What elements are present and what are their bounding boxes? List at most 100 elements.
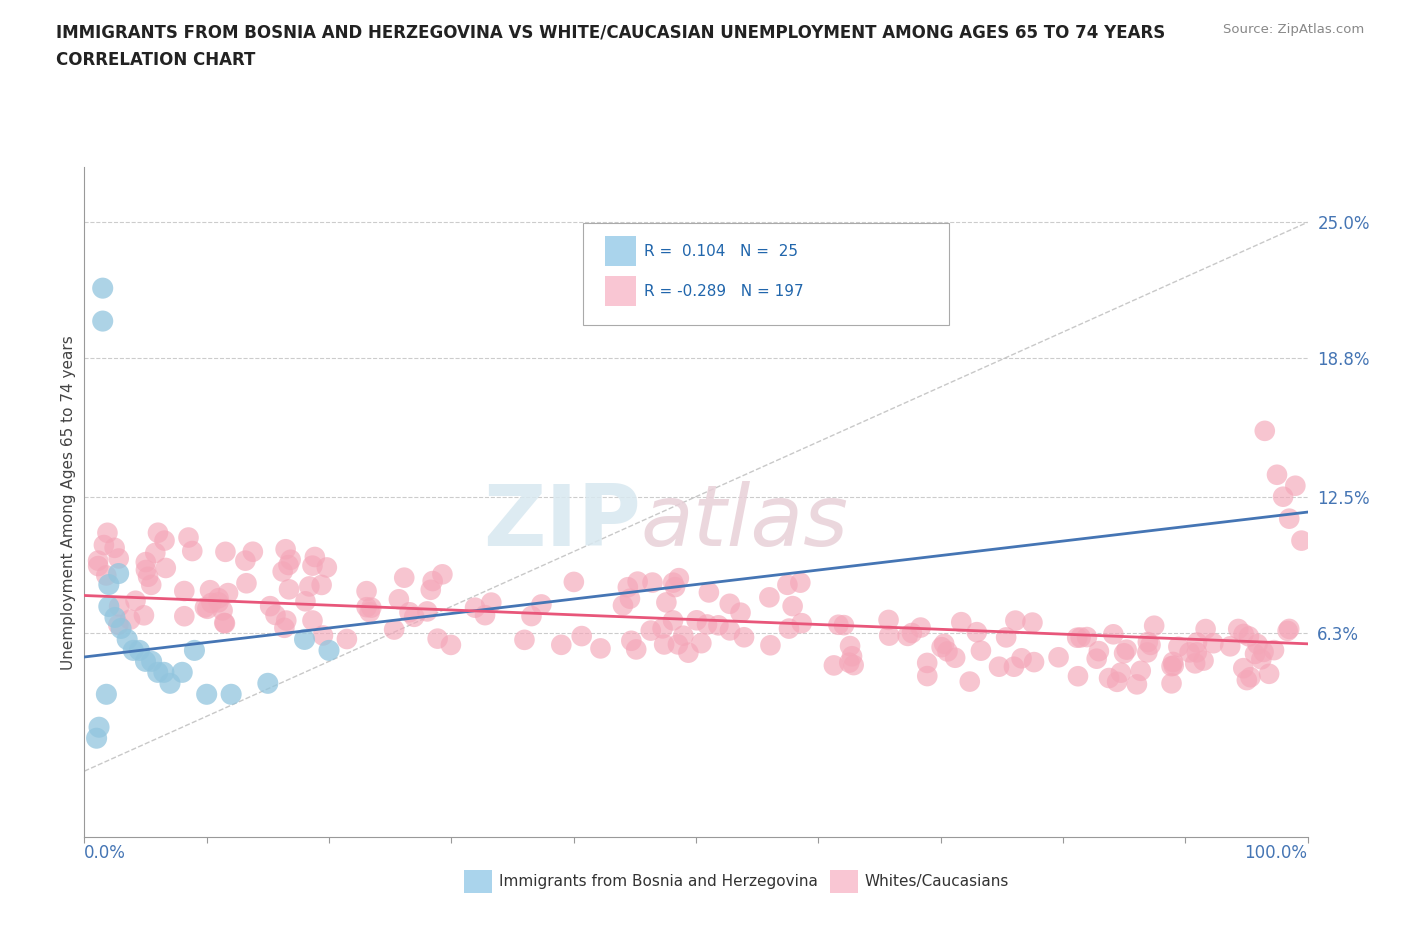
Point xyxy=(778,621,800,636)
Point xyxy=(394,570,416,585)
Text: Whites/Caucasians: Whites/Caucasians xyxy=(865,874,1010,889)
Point xyxy=(1192,653,1215,668)
Point xyxy=(1066,631,1088,645)
Point xyxy=(294,632,316,647)
Point xyxy=(200,595,222,610)
Point xyxy=(107,551,129,566)
Point xyxy=(1253,644,1275,659)
Point xyxy=(318,643,340,658)
Point xyxy=(1126,677,1149,692)
Point xyxy=(217,586,239,601)
Text: Immigrants from Bosnia and Herzegovina: Immigrants from Bosnia and Herzegovina xyxy=(499,874,818,889)
Point xyxy=(664,579,686,594)
Point xyxy=(1239,670,1261,684)
Point xyxy=(1161,655,1184,670)
Point xyxy=(1022,655,1045,670)
Point xyxy=(115,632,138,647)
Point xyxy=(655,595,678,610)
Point xyxy=(943,650,966,665)
Point xyxy=(146,665,169,680)
Point xyxy=(315,560,337,575)
Point xyxy=(915,656,938,671)
Point xyxy=(219,687,242,702)
Point xyxy=(1136,634,1159,649)
Point xyxy=(1109,665,1132,680)
Point xyxy=(1002,659,1025,674)
Point xyxy=(832,618,855,632)
Point xyxy=(96,687,118,702)
Point xyxy=(641,575,664,590)
Point xyxy=(827,618,849,632)
Point xyxy=(1098,671,1121,685)
Point xyxy=(823,658,845,672)
Point xyxy=(173,584,195,599)
Point xyxy=(207,591,229,605)
Point xyxy=(1227,621,1250,636)
Point xyxy=(672,629,695,644)
Point xyxy=(550,637,572,652)
Point xyxy=(1129,663,1152,678)
Point xyxy=(1254,423,1277,438)
Point xyxy=(697,585,720,600)
Point xyxy=(432,567,454,582)
Point xyxy=(235,576,257,591)
Point xyxy=(690,636,713,651)
Text: ZIP: ZIP xyxy=(484,481,641,564)
Point xyxy=(177,530,200,545)
Point xyxy=(959,674,981,689)
Point xyxy=(571,629,593,644)
Point xyxy=(931,640,953,655)
Point xyxy=(678,645,700,660)
Point xyxy=(513,632,536,647)
Point xyxy=(271,565,294,579)
Point xyxy=(1085,651,1108,666)
Point xyxy=(474,607,496,622)
Point xyxy=(280,552,302,567)
Point xyxy=(301,613,323,628)
Point xyxy=(304,550,326,565)
Point xyxy=(135,554,157,569)
Point xyxy=(136,569,159,584)
Point xyxy=(273,620,295,635)
Point xyxy=(1263,643,1285,658)
Point xyxy=(141,654,163,669)
Point xyxy=(312,628,335,643)
Point xyxy=(110,621,132,636)
Point xyxy=(274,542,297,557)
Point xyxy=(617,579,640,594)
Point xyxy=(901,626,924,641)
Point xyxy=(1291,533,1313,548)
Point xyxy=(1278,512,1301,526)
Point xyxy=(936,644,959,658)
Point xyxy=(359,604,381,619)
Point xyxy=(235,553,257,568)
Point xyxy=(685,613,707,628)
Point xyxy=(86,731,108,746)
Point xyxy=(91,313,114,328)
Point xyxy=(141,578,163,592)
Point xyxy=(1114,645,1136,660)
Point xyxy=(1160,676,1182,691)
Point xyxy=(1284,478,1306,493)
Point xyxy=(1076,630,1098,644)
Point xyxy=(153,533,176,548)
Text: R = -0.289   N = 197: R = -0.289 N = 197 xyxy=(644,284,804,299)
Point xyxy=(640,623,662,638)
Point xyxy=(1272,489,1295,504)
Point xyxy=(426,631,449,646)
Point xyxy=(1107,674,1129,689)
Point xyxy=(970,644,993,658)
Point xyxy=(135,563,157,578)
Point xyxy=(214,616,236,631)
Point xyxy=(1070,630,1092,644)
Point xyxy=(404,609,426,624)
Point xyxy=(1184,656,1206,671)
Point xyxy=(1185,644,1208,659)
Point xyxy=(839,639,862,654)
Point xyxy=(589,641,612,656)
Point xyxy=(107,566,129,581)
Point xyxy=(877,613,900,628)
Point xyxy=(108,599,131,614)
Point xyxy=(97,578,120,592)
Point xyxy=(1067,669,1090,684)
